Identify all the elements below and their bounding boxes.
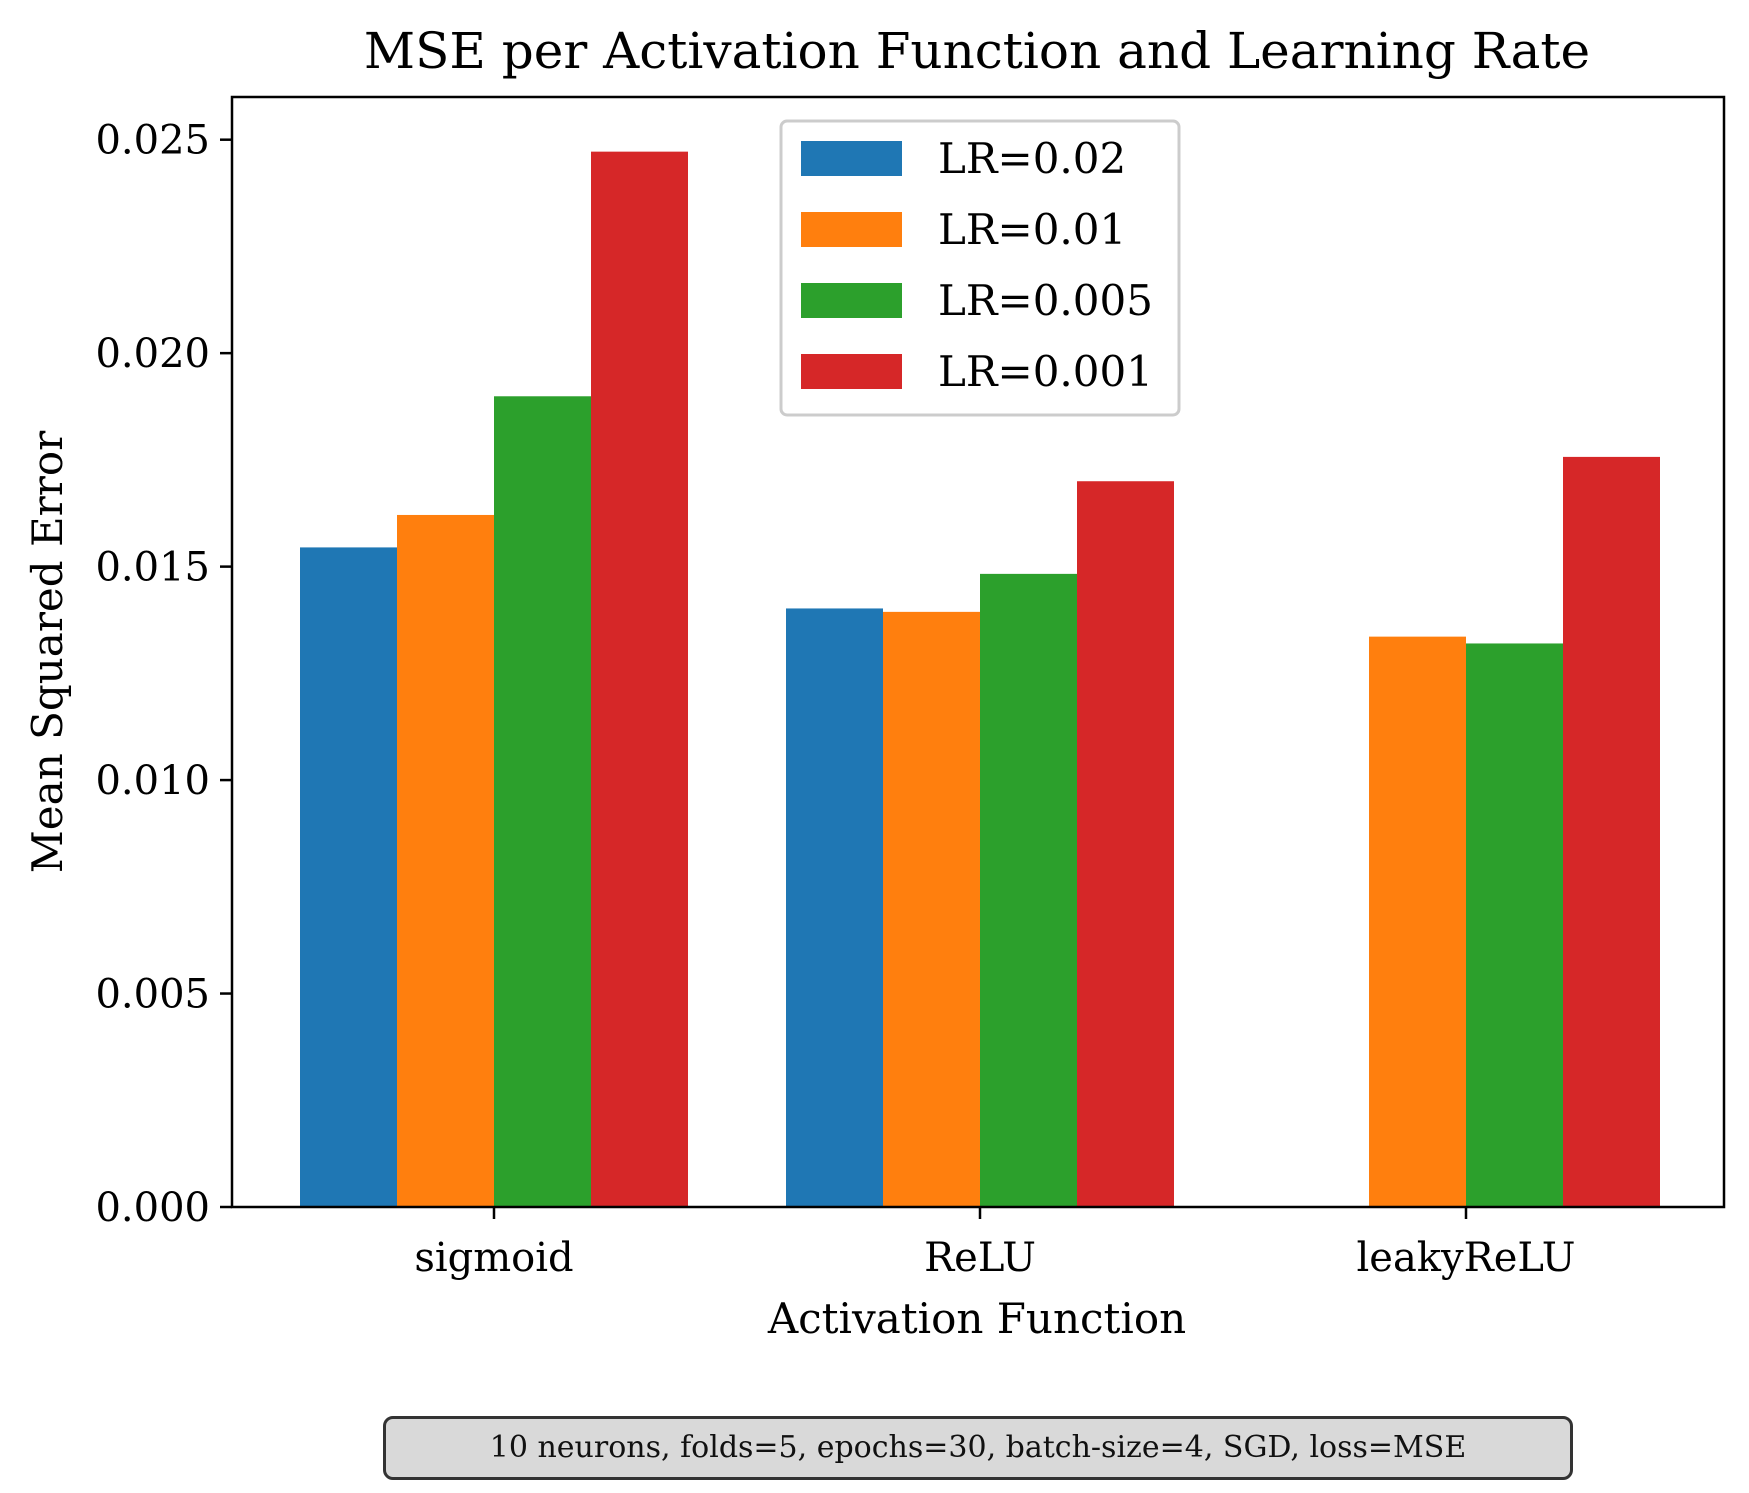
bar-sigmoid-lr-0-005 <box>494 396 591 1207</box>
bar-leakyrelu-lr-0-001 <box>1563 456 1660 1208</box>
x-axis: sigmoid ReLU leakyReLU <box>414 1207 1576 1281</box>
legend-swatch <box>801 141 902 176</box>
bar-relu-lr-0-02 <box>786 608 883 1207</box>
bars-group <box>300 151 1660 1208</box>
legend-box <box>779 119 1181 417</box>
legend: LR=0.02 LR=0.01 LR=0.005 LR=0.001 <box>779 119 1181 417</box>
plot-frame <box>230 95 1726 1209</box>
bar-leakyrelu-lr-0-01 <box>1369 636 1466 1207</box>
x-axis-label: Activation Function <box>767 1294 1186 1343</box>
bar-sigmoid-lr-0-01 <box>397 514 494 1207</box>
legend-label: LR=0.02 <box>938 134 1126 183</box>
bar-relu-lr-0-005 <box>980 573 1077 1207</box>
legend-label: LR=0.001 <box>938 347 1153 396</box>
legend-label: LR=0.01 <box>938 205 1126 254</box>
y-tick-label: 0.025 <box>95 118 210 164</box>
x-tick-label: ReLU <box>924 1235 1036 1281</box>
bar-sigmoid-lr-0-001 <box>591 151 688 1208</box>
y-axis: 0.000 0.005 0.010 0.015 0.020 0.025 <box>95 118 232 1231</box>
chart-title: MSE per Activation Function and Learning… <box>364 22 1590 80</box>
bar-relu-lr-0-001 <box>1077 481 1174 1207</box>
y-tick-label: 0.000 <box>95 1185 210 1231</box>
x-tick-label: leakyReLU <box>1356 1235 1575 1281</box>
legend-swatch <box>801 283 902 318</box>
legend-swatch <box>801 354 902 389</box>
bar-relu-lr-0-01 <box>883 611 980 1207</box>
y-tick-label: 0.020 <box>95 331 210 377</box>
legend-label: LR=0.005 <box>938 276 1153 325</box>
y-axis-label: Mean Squared Error <box>23 430 72 873</box>
y-tick-label: 0.005 <box>95 972 210 1018</box>
bar-sigmoid-lr-0-02 <box>300 547 397 1207</box>
legend-swatch <box>801 212 902 247</box>
y-tick-label: 0.010 <box>95 758 210 804</box>
bar-leakyrelu-lr-0-005 <box>1466 643 1563 1207</box>
x-tick-label: sigmoid <box>414 1235 573 1281</box>
parameters-note: 10 neurons, folds=5, epochs=30, batch-si… <box>383 1416 1573 1480</box>
y-tick-label: 0.015 <box>95 545 210 591</box>
